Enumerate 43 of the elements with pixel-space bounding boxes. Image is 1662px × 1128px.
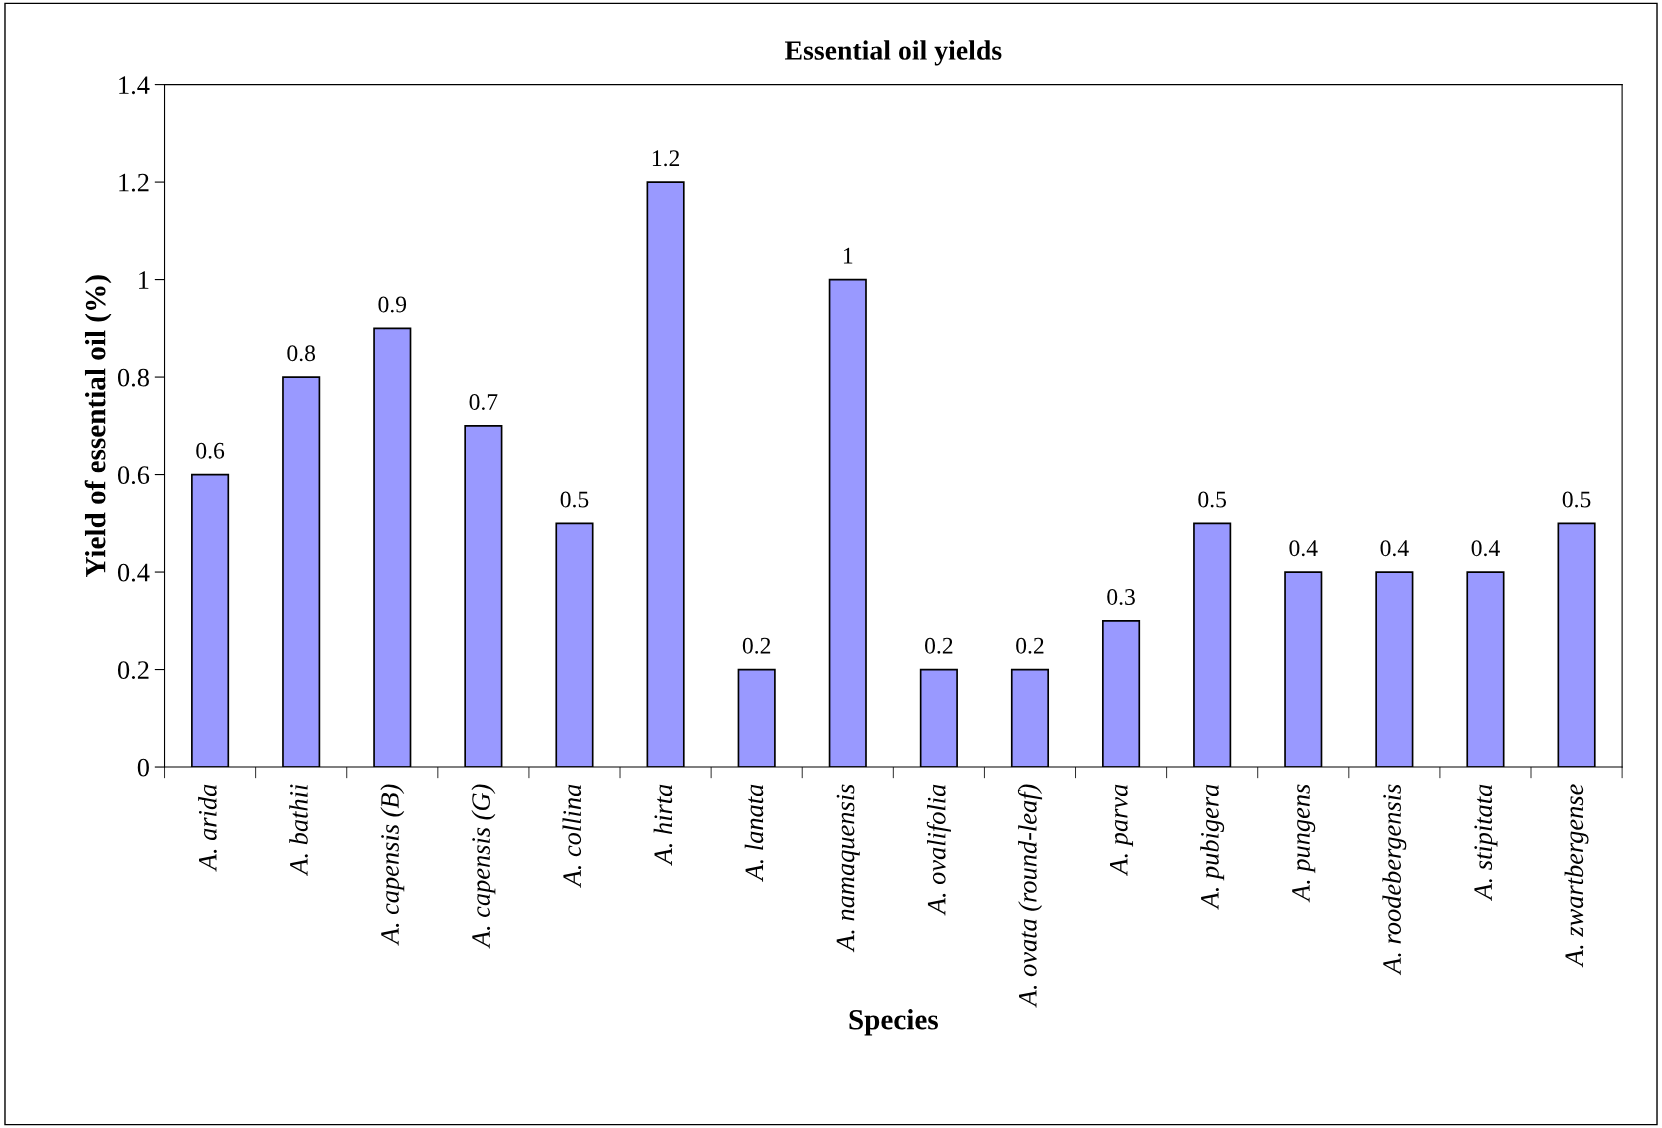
data-label: 1 — [843, 247, 853, 264]
data-label: 0.4 — [1289, 540, 1318, 557]
x-tick-label: A. hirta — [653, 784, 673, 866]
x-tick-label: A. pubigera — [1200, 784, 1225, 910]
y-tick-label: 0.2 — [117, 661, 149, 680]
x-tick-label: A. lanata — [744, 784, 764, 882]
x-tick-label: A. parva — [1110, 784, 1134, 877]
x-tick-label: A. roodebergensis — [1382, 784, 1407, 976]
x-tick-label: A. stipitata — [1474, 784, 1498, 901]
chart-title: Essential oil yields — [784, 40, 1002, 66]
data-label: 0.5 — [560, 491, 589, 508]
data-label: 0.2 — [1016, 637, 1044, 654]
x-axis-title: Species — [849, 1009, 938, 1036]
data-label: 0.9 — [378, 296, 407, 313]
x-tick-label: A. capensis (B) — [380, 784, 405, 946]
y-tick-label: 0.4 — [117, 563, 150, 582]
x-tick-label: A. ovalifolia — [926, 784, 951, 916]
y-tick-label: 0 — [137, 758, 149, 777]
y-tick-label: 1.4 — [119, 76, 150, 95]
x-tick-label: A. arida — [198, 784, 217, 872]
data-label: 0.7 — [469, 393, 498, 411]
data-label: 0.3 — [1107, 588, 1135, 605]
x-tick-label: A. namaquensis — [836, 784, 860, 953]
y-tick-label: 0.6 — [117, 466, 150, 485]
data-label: 0.6 — [196, 442, 225, 459]
data-label: 0.5 — [1198, 491, 1226, 508]
x-tick-label: A. ovata (round-leaf) — [1017, 784, 1043, 1008]
x-tick-label: A. bathii — [289, 784, 308, 877]
x-tick-label: A. zwartbergense — [1564, 784, 1589, 968]
y-axis-title: Yield of essential oil (%) — [84, 275, 112, 578]
data-label: 0.4 — [1380, 540, 1409, 557]
x-tick-label: A. pungens — [1292, 784, 1316, 903]
y-tick-label: 1.2 — [119, 173, 149, 192]
x-tick-label: A. collina — [562, 784, 582, 888]
y-tick-label: 1 — [139, 271, 149, 289]
y-tick-label: 0.8 — [117, 368, 149, 387]
data-label: 0.2 — [925, 637, 953, 654]
data-label: 0.4 — [1471, 540, 1500, 557]
x-tick-label: A. capensis (G) — [471, 784, 496, 949]
data-label: 0.5 — [1562, 491, 1591, 508]
data-label: 0.2 — [742, 637, 771, 654]
data-label: 0.8 — [287, 345, 316, 362]
data-label: 1.2 — [652, 150, 680, 167]
